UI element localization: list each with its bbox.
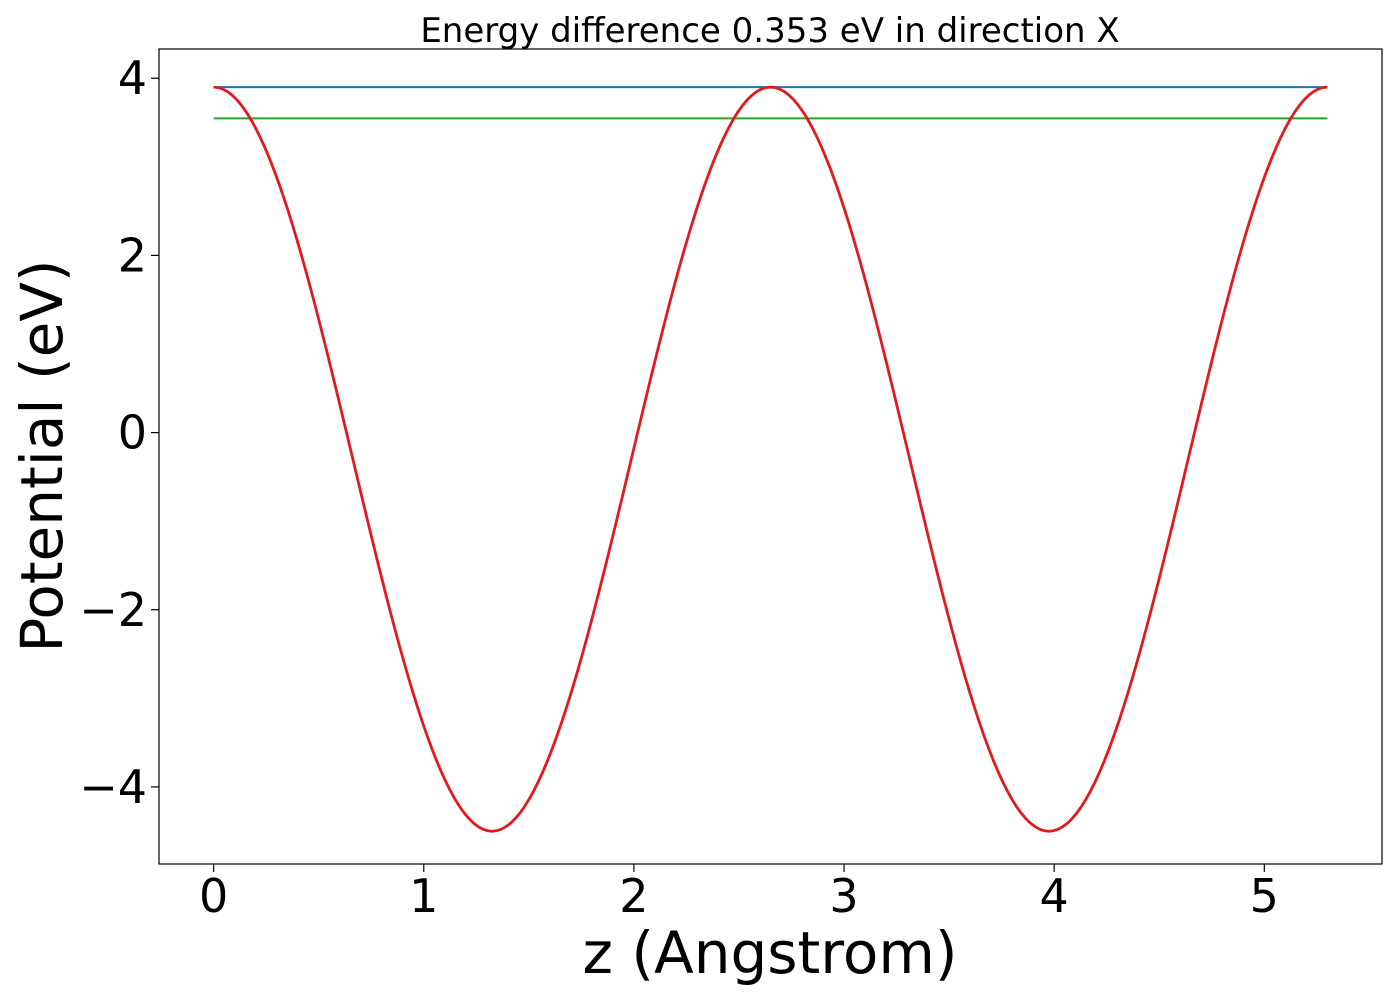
chart-title: Energy difference 0.353 eV in direction … — [420, 11, 1119, 51]
y-tick-label: 2 — [118, 228, 147, 282]
y-tick-label: 4 — [118, 51, 147, 105]
y-tick-label: −2 — [79, 583, 147, 637]
y-tick-label: 0 — [118, 406, 147, 460]
y-tick-label: −4 — [79, 760, 147, 814]
x-tick-label: 5 — [1250, 869, 1279, 923]
y-axis-ticks: −4 −2 0 2 4 — [79, 51, 159, 814]
series-line-3 — [213, 85, 1328, 833]
x-tick-label: 4 — [1040, 869, 1069, 923]
x-tick-label: 3 — [829, 869, 858, 923]
x-tick-label: 1 — [409, 869, 438, 923]
series-layer — [213, 85, 1328, 833]
x-axis-ticks: 0 1 2 3 4 5 — [199, 864, 1279, 923]
x-axis-label: z (Angstrom) — [583, 919, 958, 987]
x-tick-label: 0 — [199, 869, 228, 923]
x-tick-label: 2 — [619, 869, 648, 923]
y-axis-label: Potential (eV) — [8, 259, 76, 652]
plot-frame — [158, 48, 1383, 865]
